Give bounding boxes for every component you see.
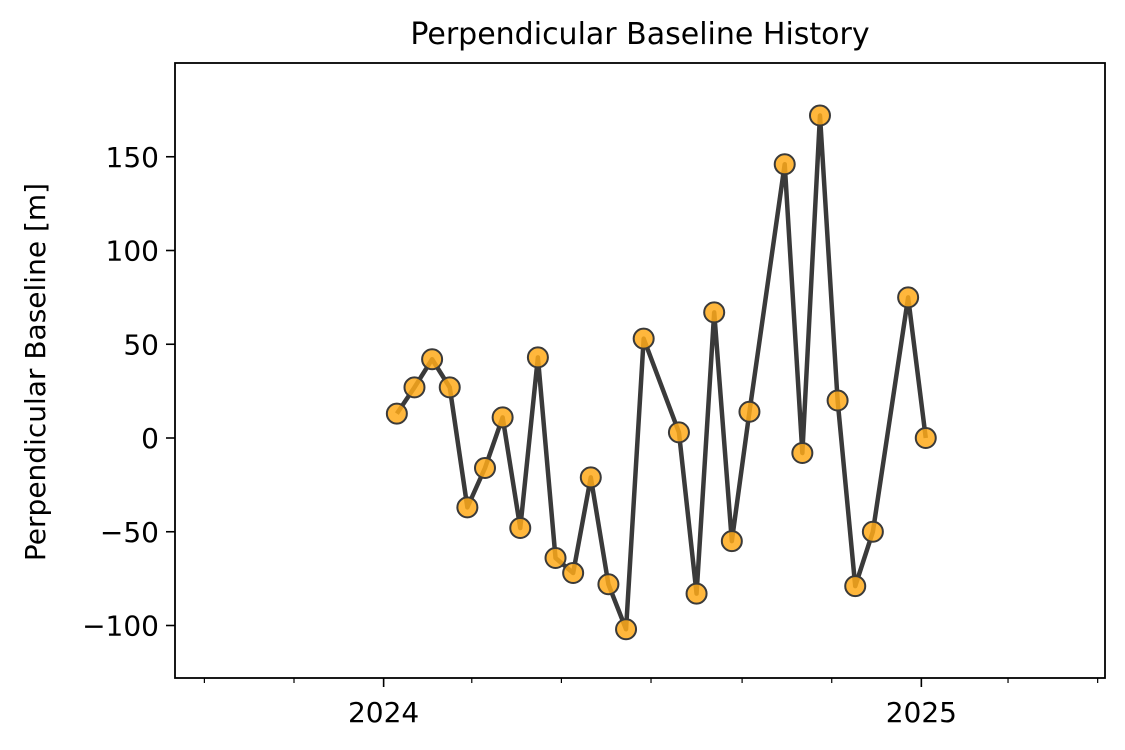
data-point <box>456 496 479 519</box>
data-point <box>438 376 461 399</box>
data-point <box>703 301 726 324</box>
y-tick-label: 100 <box>106 235 159 268</box>
data-point <box>403 376 426 399</box>
data-point <box>720 530 743 553</box>
data-point <box>897 286 920 309</box>
data-point <box>738 400 761 423</box>
y-axis-label: Perpendicular Baseline [m] <box>19 183 52 561</box>
y-tick-label: 150 <box>106 141 159 174</box>
x-tick-label: 2025 <box>886 696 957 729</box>
y-tick-label: −100 <box>82 610 159 643</box>
plot-area: −100 −50 0 50 100 150 2024 2025 <box>82 62 1106 729</box>
y-tick-label: 50 <box>123 328 159 361</box>
data-point <box>685 582 708 605</box>
chart-title: Perpendicular Baseline History <box>410 17 869 52</box>
data-point <box>597 573 620 596</box>
data-point <box>808 104 831 127</box>
y-tick-label: 0 <box>141 422 159 455</box>
data-point <box>562 562 585 584</box>
data-point <box>491 406 514 429</box>
data-point <box>861 520 884 543</box>
data-point <box>667 421 690 444</box>
data-point <box>826 389 849 412</box>
data-point <box>632 327 655 350</box>
data-point <box>579 466 602 489</box>
data-point <box>844 575 867 598</box>
data-point <box>773 153 796 176</box>
data-point <box>526 346 549 369</box>
data-point <box>615 618 638 641</box>
data-point <box>474 457 496 479</box>
data-point <box>791 442 814 464</box>
data-point <box>385 402 408 425</box>
series-line <box>394 113 928 632</box>
axes-frame <box>174 62 1106 679</box>
data-point <box>914 427 937 449</box>
data-point <box>421 348 444 371</box>
data-point <box>544 547 567 569</box>
data-point <box>509 517 532 539</box>
y-tick-label: −50 <box>100 516 159 549</box>
x-tick-label: 2024 <box>348 696 419 729</box>
